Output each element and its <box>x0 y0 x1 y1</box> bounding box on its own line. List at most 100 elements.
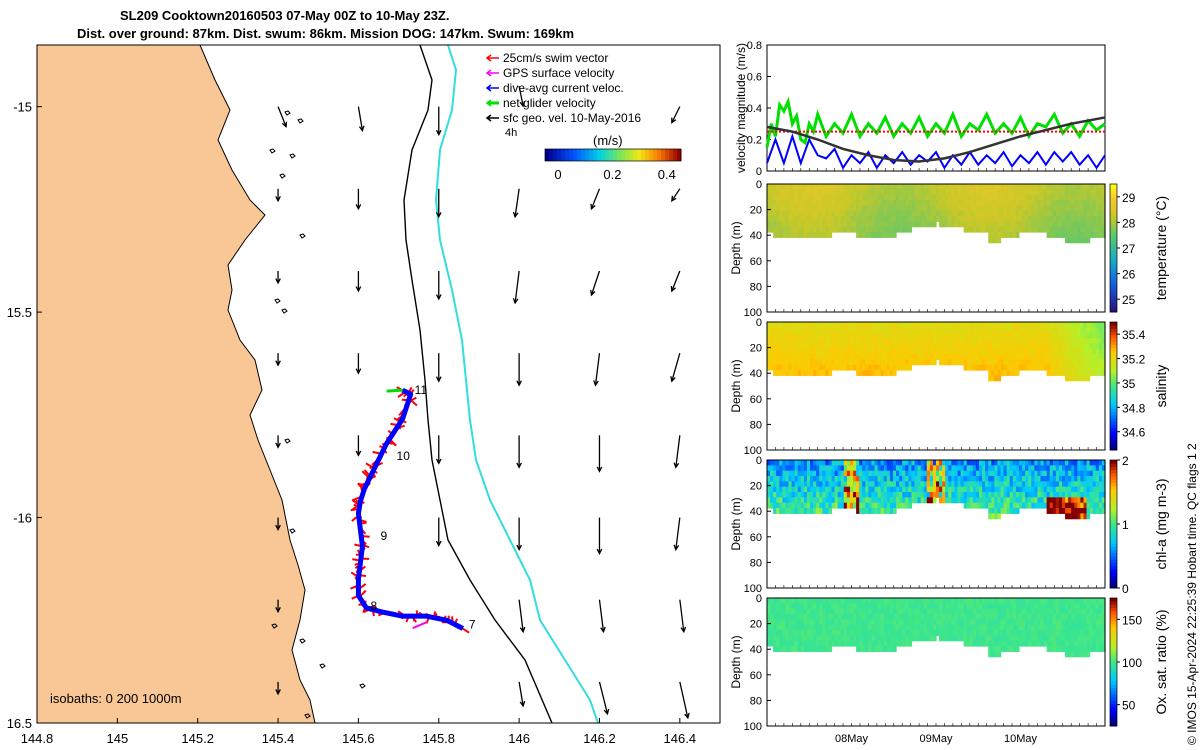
chla-cell-109-1 <box>1101 465 1106 472</box>
geo-velocity-arrow-37 <box>679 599 685 632</box>
salinity-cell-21-3 <box>831 338 836 344</box>
temperature-cell-31-1 <box>862 189 866 196</box>
salinity-cell-8-9 <box>791 370 796 376</box>
oxygen-cell-42-8 <box>896 640 900 647</box>
temperature-cell-76-8 <box>1000 226 1005 233</box>
chla-cell-6-4 <box>785 481 790 488</box>
salinity-cell-102-7 <box>1080 359 1085 366</box>
temperature-cell-107-1 <box>1095 189 1100 196</box>
temperature-cell-88-0 <box>1037 184 1042 190</box>
oxygen-cell-92-9 <box>1049 646 1054 652</box>
chla-cell-58-4 <box>945 481 949 488</box>
chla-cell-68-1 <box>975 465 980 472</box>
temperature-cell-38-9 <box>883 232 888 238</box>
salinity-cell-43-8 <box>899 364 903 371</box>
salinity-cell-85-3 <box>1028 338 1032 344</box>
salinity-cbar-tick-label-4: 35.4 <box>1122 328 1146 342</box>
oxygen-cell-102-6 <box>1080 630 1085 636</box>
salinity-cell-99-8 <box>1071 364 1075 371</box>
oxygen-cell-83-3 <box>1022 614 1026 620</box>
salinity-cell-2-5 <box>773 348 777 355</box>
oxygen-cell-25-3 <box>843 614 848 620</box>
chla-cell-10-1 <box>797 465 802 472</box>
reef-outline-11 <box>299 638 306 644</box>
temperature-cell-8-6 <box>791 216 796 222</box>
salinity-cell-42-0 <box>896 322 900 328</box>
chla-cell-18-4 <box>822 481 826 488</box>
oxygen-cell-46-4 <box>908 619 913 626</box>
temperature-cell-17-3 <box>819 200 823 206</box>
oxygen-cell-94-8 <box>1055 640 1060 647</box>
salinity-cell-38-7 <box>883 359 888 366</box>
oxygen-cell-20-1 <box>828 603 833 610</box>
oxygen-cell-87-6 <box>1034 630 1038 636</box>
chla-cell-33-9 <box>868 508 873 514</box>
oxygen-cell-88-4 <box>1037 619 1042 626</box>
salinity-cell-89-1 <box>1040 327 1045 334</box>
track-day-label-4: 7 <box>469 617 476 631</box>
temperature-cbar-seg-38 <box>1110 187 1117 191</box>
chla-cell-98-5 <box>1068 486 1072 493</box>
chla-cell-72-0 <box>988 460 992 466</box>
oxygen-cell-66-0 <box>969 598 974 604</box>
salinity-cell-63-5 <box>960 348 965 355</box>
chla-cell-109-0 <box>1101 460 1106 466</box>
salinity-cell-81-7 <box>1015 359 1020 366</box>
oxygen-cell-81-7 <box>1015 635 1020 642</box>
chla-cell-87-3 <box>1034 476 1038 482</box>
temperature-cell-53-6 <box>929 216 934 222</box>
chla-cell-51-7 <box>923 497 928 504</box>
temperature-cell-90-5 <box>1043 210 1048 217</box>
temperature-cell-1-2 <box>770 194 774 201</box>
chla-cell-24-7 <box>840 497 845 504</box>
chla-cell-66-3 <box>969 476 974 482</box>
oxygen-cell-17-8 <box>819 640 823 647</box>
salinity-cell-49-3 <box>917 338 922 344</box>
oxygen-cell-39-0 <box>886 598 891 604</box>
temperature-cell-32-5 <box>865 210 869 217</box>
temperature-cell-48-4 <box>914 205 919 212</box>
chla-cell-58-1 <box>945 465 949 472</box>
temperature-cell-39-2 <box>886 194 891 201</box>
oxygen-cell-14-5 <box>810 624 814 631</box>
temperature-cell-11-4 <box>800 205 805 212</box>
salinity-cell-22-4 <box>834 343 839 350</box>
oxygen-cell-76-5 <box>1000 624 1005 631</box>
oxygen-cell-49-3 <box>917 614 922 620</box>
oxygen-cell-66-3 <box>969 614 974 620</box>
temperature-cell-67-0 <box>972 184 977 190</box>
salinity-cbar-seg-19 <box>1110 386 1117 390</box>
temperature-cell-13-7 <box>806 221 811 228</box>
temperature-cell-99-0 <box>1071 184 1075 190</box>
temperature-cell-109-8 <box>1101 226 1106 233</box>
salinity-cell-23-6 <box>837 354 842 360</box>
oxygen-cell-53-0 <box>929 598 934 604</box>
salinity-cell-75-3 <box>997 338 1002 344</box>
temperature-cell-73-8 <box>991 226 995 233</box>
chla-cell-60-0 <box>951 460 956 466</box>
temperature-cell-9-8 <box>794 226 799 233</box>
temperature-cell-74-0 <box>994 184 999 190</box>
colorbar-segment-22 <box>633 149 638 161</box>
salinity-cell-96-3 <box>1061 338 1066 344</box>
salinity-cell-68-8 <box>975 364 980 371</box>
oxygen-cell-46-7 <box>908 635 913 642</box>
salinity-cell-55-0 <box>936 322 940 328</box>
chla-cell-41-4 <box>892 481 897 488</box>
chla-cell-42-2 <box>896 470 900 477</box>
oxygen-cell-94-2 <box>1055 608 1060 615</box>
colorbar-segment-6 <box>569 149 574 161</box>
temperature-cell-77-3 <box>1003 200 1008 206</box>
oxygen-cell-86-5 <box>1031 624 1035 631</box>
chla-cell-58-6 <box>945 492 949 498</box>
salinity-cell-100-9 <box>1074 370 1078 376</box>
temperature-cell-29-4 <box>856 205 860 212</box>
chla-cell-14-0 <box>810 460 814 466</box>
chla-cell-9-4 <box>794 481 799 488</box>
temperature-cbar-seg-21 <box>1110 241 1117 246</box>
chla-cell-88-3 <box>1037 476 1042 482</box>
salinity-cell-22-7 <box>834 359 839 366</box>
oxygen-cell-84-6 <box>1025 630 1029 636</box>
chla-cell-48-7 <box>914 497 919 504</box>
temperature-cell-45-1 <box>905 189 909 196</box>
